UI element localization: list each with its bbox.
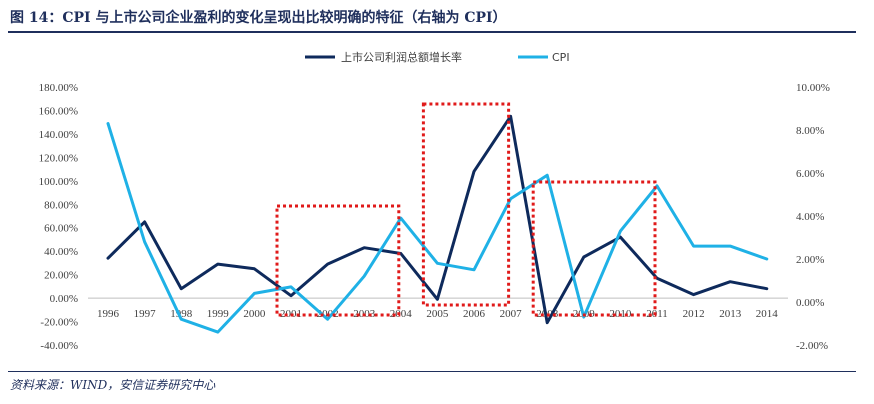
x-axis-tick-label: 1996	[97, 308, 120, 320]
title-divider	[8, 31, 856, 33]
x-axis-tick-label: 2014	[756, 308, 779, 320]
x-axis-tick-label: 2007	[500, 308, 523, 320]
left-axis-tick-label: 20.00%	[44, 270, 78, 282]
right-axis-tick-label: -2.00%	[796, 340, 828, 352]
x-axis-tick-label: 2012	[683, 308, 705, 320]
x-axis-tick-label: 2005	[426, 308, 449, 320]
profit-growth-line	[106, 114, 769, 325]
x-axis-tick-label: 1997	[134, 308, 157, 320]
left-axis-tick-label: 80.00%	[44, 199, 78, 211]
right-axis-tick-label: 2.00%	[796, 254, 824, 266]
right-axis-tick-label: 0.00%	[796, 297, 824, 309]
source-note: 资料来源：WIND，安信证券研究中心	[10, 378, 216, 392]
right-axis-tick-label: 10.00%	[796, 82, 830, 94]
x-axis-tick-label: 2006	[463, 308, 486, 320]
left-axis-tick-label: -20.00%	[40, 317, 78, 329]
left-axis-tick-label: 180.00%	[39, 82, 78, 94]
left-axis-tick-label: 100.00%	[39, 176, 78, 188]
left-axis-tick-label: 140.00%	[39, 129, 78, 141]
x-axis-tick-label: 2013	[719, 308, 742, 320]
legend-label-cpi: CPI	[552, 51, 570, 64]
chart-title: 图 14：CPI 与上市公司企业盈利的变化呈现出比较明确的特征（右轴为 CPI）	[10, 10, 507, 26]
x-axis-tick-label: 2004	[390, 308, 413, 320]
left-axis-tick-label: 0.00%	[50, 293, 78, 305]
footer-divider	[8, 371, 856, 372]
legend-label-profit: 上市公司利润总额增长率	[341, 50, 462, 64]
x-axis-tick-label: 2000	[243, 308, 266, 320]
left-axis-tick-label: -40.00%	[40, 340, 78, 352]
left-axis-tick-label: 40.00%	[44, 246, 78, 258]
highlight-box	[421, 102, 511, 307]
right-axis-tick-label: 6.00%	[796, 168, 824, 180]
cpi-line	[106, 122, 769, 334]
highlight-box	[275, 204, 401, 317]
right-axis-tick-label: 4.00%	[796, 211, 824, 223]
left-axis-tick-label: 120.00%	[39, 152, 78, 164]
left-axis-tick-label: 60.00%	[44, 223, 78, 235]
x-axis-tick-label: 2011	[646, 308, 668, 320]
x-axis-tick-label: 1999	[207, 308, 230, 320]
highlight-box	[531, 180, 657, 317]
left-axis-tick-label: 160.00%	[39, 105, 78, 117]
right-axis-tick-label: 8.00%	[796, 125, 824, 137]
